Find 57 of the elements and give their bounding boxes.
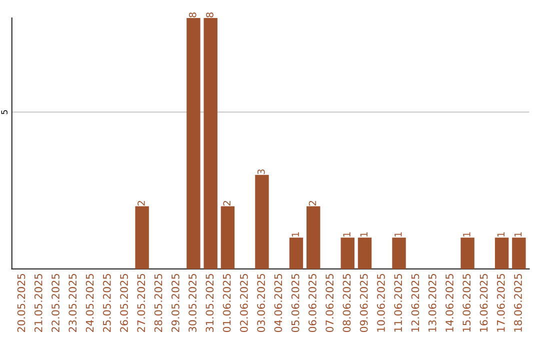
data-label: 2: [308, 201, 316, 206]
x-tick-label: 29.05.2025: [171, 274, 180, 332]
data-label: 1: [514, 232, 522, 237]
data-label: 1: [463, 232, 470, 237]
x-tick-label: 28.05.2025: [154, 274, 162, 332]
data-label: 1: [360, 232, 368, 237]
bar: [204, 18, 218, 269]
bar: [220, 206, 235, 269]
bar: [494, 238, 509, 269]
x-tick-label: 03.06.2025: [257, 274, 265, 332]
data-label: 1: [292, 232, 299, 237]
x-tick-label: 22.05.2025: [52, 274, 60, 332]
x-tick-label: 08.06.2025: [342, 274, 351, 332]
x-tick-label: 20.05.2025: [17, 274, 26, 332]
bar: [306, 206, 320, 269]
x-tick-label: 17.06.2025: [496, 274, 505, 332]
bar: [358, 238, 372, 269]
x-tick-label: 31.05.2025: [206, 274, 214, 332]
x-tick-label: 09.06.2025: [360, 274, 368, 332]
x-tick-label: 02.06.2025: [240, 274, 248, 332]
x-tick-label: 25.05.2025: [102, 274, 111, 332]
x-tick-label: 10.06.2025: [377, 274, 385, 332]
data-label: 1: [394, 232, 402, 237]
data-label: 8: [188, 12, 196, 18]
bar: [512, 238, 526, 269]
x-tick-label: 24.05.2025: [86, 274, 94, 332]
x-tick-label: 18.06.2025: [514, 274, 522, 332]
data-label: 8: [206, 12, 214, 18]
x-tick-label: 21.05.2025: [34, 274, 42, 332]
data-label: 1: [343, 232, 350, 237]
bar: [135, 206, 149, 269]
x-tick-label: 27.05.2025: [137, 274, 146, 332]
y-tick-label: 5: [1, 110, 8, 114]
bar: [255, 174, 269, 269]
x-tick-label: 07.06.2025: [326, 274, 334, 332]
bar: [186, 18, 200, 269]
bar: [460, 238, 474, 269]
x-tick-label: 11.06.2025: [394, 274, 402, 332]
data-label: 1: [497, 232, 504, 237]
x-tick-label: 16.06.2025: [480, 274, 488, 332]
x-tick-label: 01.06.2025: [222, 274, 231, 332]
x-tick-label: 06.06.2025: [308, 274, 316, 332]
x-tick-label: 12.06.2025: [411, 274, 420, 332]
x-tick-label: 23.05.2025: [68, 274, 77, 332]
data-label: 2: [138, 201, 145, 206]
bar: [392, 238, 406, 269]
x-tick-label: 15.06.2025: [462, 274, 471, 332]
x-tick-label: 13.06.2025: [428, 274, 436, 332]
data-label: 2: [223, 201, 230, 206]
x-tick-label: 26.05.2025: [120, 274, 128, 332]
bar: [340, 238, 354, 269]
x-tick-label: 30.05.2025: [188, 274, 196, 332]
bar: [289, 238, 304, 269]
data-label: 3: [257, 169, 265, 174]
x-tick-label: 04.06.2025: [274, 274, 282, 332]
x-tick-label: 14.06.2025: [446, 274, 454, 332]
x-tick-label: 05.06.2025: [291, 274, 300, 332]
